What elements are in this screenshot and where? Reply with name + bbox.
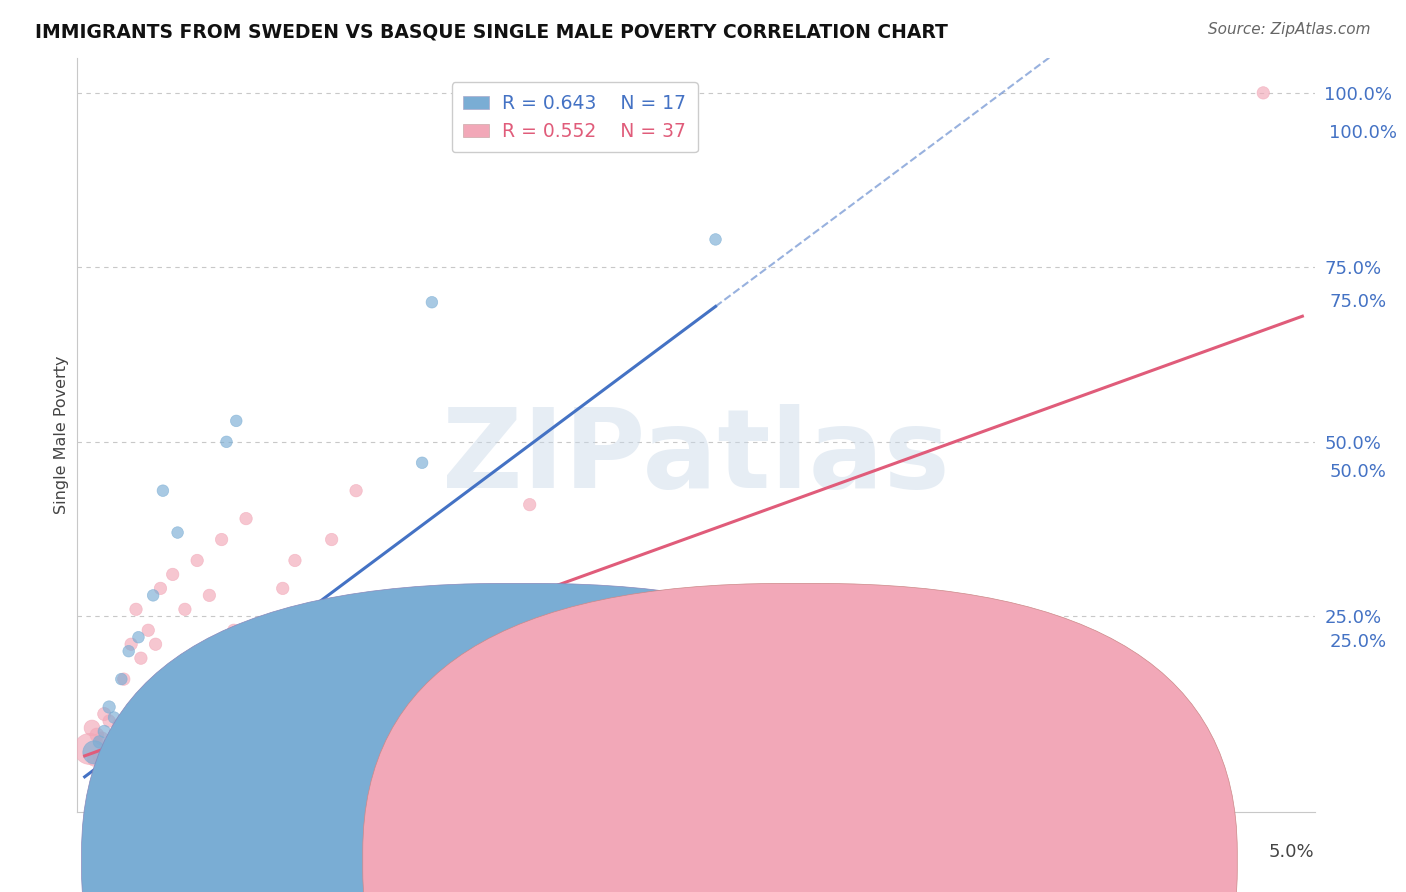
Point	[79, 742, 101, 756]
Text: IMMIGRANTS FROM SWEDEN VS BASQUE SINGLE MALE POVERTY CORRELATION CHART: IMMIGRANTS FROM SWEDEN VS BASQUE SINGLE …	[35, 22, 948, 41]
Point	[641, 672, 664, 686]
Point	[1105, 672, 1128, 686]
Point	[89, 735, 111, 749]
Text: Source: ZipAtlas.com: Source: ZipAtlas.com	[1208, 22, 1371, 37]
Point	[83, 752, 105, 766]
Point	[89, 748, 111, 763]
Point	[118, 644, 141, 658]
Point	[235, 511, 257, 525]
Point	[284, 553, 307, 567]
Legend: R = 0.643    N = 17, R = 0.552    N = 37: R = 0.643 N = 17, R = 0.552 N = 37	[451, 82, 697, 153]
Point	[186, 553, 208, 567]
Point	[149, 582, 172, 596]
Point	[162, 567, 184, 582]
Point	[166, 525, 188, 540]
Point	[90, 731, 112, 746]
Point	[1251, 86, 1274, 100]
Point	[745, 766, 768, 780]
Point	[136, 624, 159, 638]
Point	[934, 706, 956, 721]
Point	[120, 637, 142, 651]
Point	[96, 745, 118, 759]
Point	[211, 533, 233, 547]
Point	[519, 498, 541, 512]
Point	[103, 710, 125, 724]
Point	[174, 602, 197, 616]
Text: 5.0%: 5.0%	[1270, 843, 1315, 861]
Point	[110, 672, 132, 686]
Point	[83, 745, 105, 759]
Text: Immigrants from Sweden: Immigrants from Sweden	[540, 852, 749, 870]
Point	[93, 724, 115, 739]
Text: 25.0%: 25.0%	[1330, 633, 1386, 651]
Point	[198, 588, 221, 602]
Point	[129, 651, 152, 665]
Point	[145, 637, 167, 651]
Point	[411, 456, 433, 470]
Point	[80, 721, 103, 735]
Text: ZIPatlas: ZIPatlas	[441, 404, 950, 511]
Point	[704, 232, 727, 246]
Point	[420, 295, 443, 310]
Point	[142, 588, 165, 602]
Text: 100.0%: 100.0%	[1330, 124, 1398, 142]
Point	[98, 700, 121, 714]
Point	[689, 672, 711, 686]
Point	[321, 533, 343, 547]
Point	[103, 742, 125, 756]
Y-axis label: Single Male Poverty: Single Male Poverty	[53, 356, 69, 514]
Point	[222, 624, 245, 638]
Point	[470, 693, 492, 707]
Point	[125, 602, 148, 616]
Point	[225, 414, 247, 428]
Point	[112, 672, 135, 686]
Point	[152, 483, 174, 498]
Text: Basques: Basques	[821, 852, 891, 870]
Text: 50.0%: 50.0%	[1330, 463, 1386, 481]
Text: 0.0%: 0.0%	[91, 843, 136, 861]
Text: 75.0%: 75.0%	[1330, 293, 1386, 311]
Point	[127, 630, 149, 644]
Point	[98, 714, 121, 728]
Point	[446, 706, 468, 721]
Point	[215, 434, 238, 449]
Point	[344, 483, 367, 498]
Point	[93, 706, 115, 721]
Point	[108, 717, 131, 731]
Point	[271, 582, 294, 596]
Point	[86, 728, 108, 742]
